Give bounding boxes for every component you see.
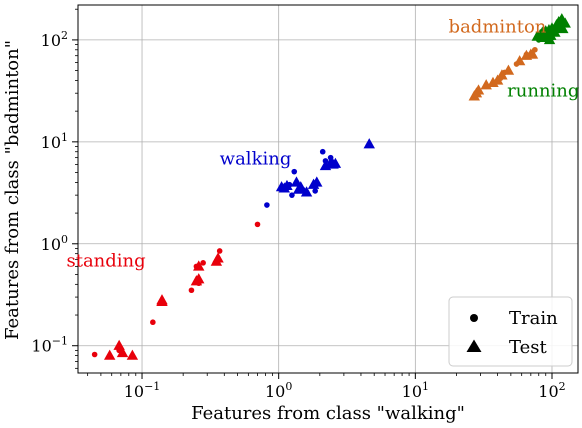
walking-group-label: walking [220,148,292,169]
badminton-test-point [472,84,485,95]
y-tick-label: 102 [41,29,68,50]
standing-test-point [103,349,116,360]
running-test-point [557,22,569,34]
group-labels: standing walking badminton running [66,17,579,272]
walking-test-point [295,181,307,192]
data-points [91,13,571,360]
standing-train-point [254,221,261,228]
x-axis-label: Features from class "walking" [191,403,465,424]
badminton-test-point [502,64,515,75]
badminton-test-point [526,48,539,59]
x-tick-label: 10−1 [124,380,161,401]
standing-test-point [212,252,224,263]
x-tick-label: 101 [402,380,429,401]
walking-train-point [312,188,318,194]
badminton-test-point [513,55,526,66]
running-test-point [559,17,571,28]
x-tick-label: 102 [538,380,565,401]
y-tick-label: 10−1 [31,335,68,356]
walking-test-point [300,186,313,197]
badminton-test-point [496,69,508,80]
standing-train-point [188,287,195,294]
standing-train-point [91,351,98,358]
running-test-point [543,33,556,45]
walking-test-point [311,176,323,187]
standing-test-point [193,260,205,271]
standing-test-point [113,339,125,350]
running-group-label: running [507,80,579,101]
axis-ticks: 10−1 100 101 102 10−1 100 101 102 [31,8,566,401]
y-tick-label: 100 [41,233,68,254]
standing-test-point [193,273,205,284]
walking-test-point [363,138,375,149]
badminton-test-point [491,74,504,85]
legend-train-label: Train [509,308,558,329]
walking-test-point [329,157,342,168]
standing-train-point [200,260,206,266]
plot-frame [77,4,579,374]
legend: Train Test [448,296,573,367]
legend-test-marker [466,339,482,352]
walking-train-point [264,202,270,208]
x-tick-label: 100 [265,380,292,401]
legend-test-label: Test [509,337,547,358]
standing-test-point [126,349,139,360]
y-tick-label: 101 [41,131,68,152]
running-test-point [549,26,561,37]
legend-train-marker [470,314,478,322]
y-axis-label: Features from class "badminton" [2,40,23,340]
legend-box [448,296,573,367]
standing-test-point [156,294,168,305]
standing-group-label: standing [66,250,145,271]
standing-test-point [116,346,129,358]
walking-test-point [281,179,293,191]
standing-train-point [216,248,223,254]
walking-train-point [319,148,326,155]
walking-train-point [291,168,298,175]
standing-train-point [150,319,156,326]
badminton-group-label: badminton [449,17,547,38]
